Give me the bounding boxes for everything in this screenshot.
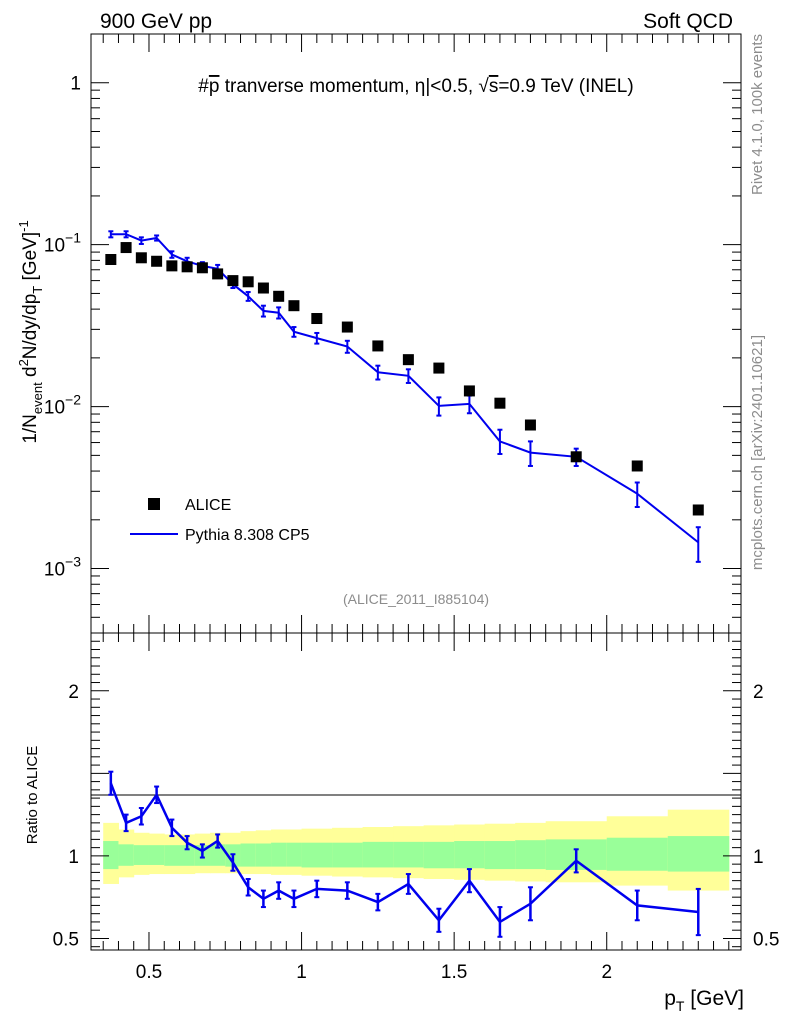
alice-point	[692, 504, 704, 516]
legend-pythia-label: Pythia 8.308 CP5	[185, 527, 310, 544]
legend-alice-label: ALICE	[185, 497, 231, 514]
main-ytick-label: 1	[70, 74, 81, 95]
alice-point	[524, 419, 536, 431]
legend-alice-marker	[148, 498, 160, 510]
main-pythia-layer	[108, 230, 701, 563]
ratio-xlabel: pT [GeV]	[664, 987, 744, 1014]
main-ytick-label-base: 10	[44, 236, 65, 257]
stat-band-segment	[484, 841, 516, 870]
main-ytick-label-exponent: −2	[65, 392, 81, 408]
alice-point	[151, 255, 163, 267]
alice-point	[311, 313, 323, 325]
alice-point	[372, 340, 384, 352]
main-alice-layer	[105, 242, 704, 516]
stat-band-segment	[133, 845, 150, 865]
alice-point	[181, 261, 193, 273]
ratio-ytick-label-right: 2	[753, 682, 764, 703]
ratio-pythia-layer	[108, 770, 701, 938]
ratio-uncertainty-bands	[103, 809, 730, 891]
ratio-xtick-label: 0.5	[136, 962, 162, 983]
stat-band-segment	[103, 841, 119, 870]
alice-point	[341, 321, 353, 333]
stat-band-segment	[118, 844, 135, 866]
alice-point	[166, 260, 178, 272]
ratio-ytick-label-left: 1	[68, 847, 79, 868]
alice-point	[227, 275, 239, 287]
main-ytick-label-base: 10	[44, 560, 65, 581]
reference-label: (ALICE_2011_I885104)	[343, 591, 489, 607]
alice-point	[273, 290, 285, 302]
alice-point	[105, 254, 117, 266]
ratio-ytick-label-right: 1	[753, 847, 764, 868]
main-ytick-label: 10−3	[44, 554, 81, 581]
stat-band-segment	[515, 840, 547, 870]
ratio-ytick-label-left: 2	[68, 682, 79, 703]
stat-band-segment	[179, 845, 196, 866]
stat-band-segment	[286, 842, 303, 867]
stat-band-segment	[362, 841, 394, 868]
header-left: 900 GeV pp	[100, 10, 212, 33]
alice-point	[433, 362, 445, 374]
alice-point	[631, 460, 643, 472]
main-ytick-label: 10−1	[44, 230, 81, 257]
main-ytick-label-base: 1	[70, 74, 81, 95]
alice-point	[120, 242, 132, 254]
alice-point	[212, 268, 224, 280]
stat-band-segment	[164, 845, 180, 866]
alice-point	[570, 451, 582, 463]
ratio-axes: 0.5 1 1.5 2 0.5 0.5 1 1 2 2	[53, 632, 779, 983]
alice-point	[196, 262, 208, 274]
ratio-frame	[90, 632, 742, 951]
main-title: #p tranverse momentum, η|<0.5, √s=0.9 Te…	[198, 76, 633, 97]
stat-band-segment	[301, 842, 333, 868]
alice-point	[463, 385, 475, 397]
rivet-version-label: Rivet 4.1.0, 100k events	[749, 34, 766, 195]
stat-band-segment	[148, 845, 165, 865]
main-axes: 10−310−210−11	[44, 33, 742, 634]
stat-band-segment	[332, 842, 364, 868]
alice-point	[288, 300, 300, 312]
ratio-ytick-label-left: 0.5	[53, 929, 79, 950]
alice-point	[135, 252, 147, 264]
stat-band-segment	[271, 842, 287, 867]
alice-point	[494, 397, 506, 409]
stat-band-segment	[667, 836, 730, 872]
stat-band-segment	[454, 841, 486, 869]
main-ytick-label: 10−2	[44, 392, 81, 419]
stat-band-segment	[240, 843, 257, 867]
alice-point	[242, 276, 254, 288]
pythia-line	[110, 233, 699, 544]
ratio-xtick-label: 1.5	[441, 962, 467, 983]
main-ytick-label-exponent: −1	[65, 230, 81, 246]
stat-band-segment	[393, 841, 425, 868]
header-right: Soft QCD	[643, 10, 733, 33]
stat-band-segment	[606, 837, 669, 871]
ratio-ytick-label-right: 0.5	[753, 929, 779, 950]
main-ylabel: 1/Nevent d2N/dy/dpT [GeV]-1	[16, 220, 45, 443]
ratio-pythia-line	[109, 782, 699, 924]
stat-band-segment	[210, 844, 226, 866]
ratio-xtick-label: 2	[601, 962, 612, 983]
alice-point	[402, 354, 414, 366]
ratio-xtick-label: 1	[296, 962, 307, 983]
ratio-ylabel: Ratio to ALICE	[24, 746, 41, 844]
stat-band-segment	[423, 841, 455, 869]
stat-band-segment	[255, 843, 272, 867]
main-ytick-label-base: 10	[44, 398, 65, 419]
alice-point	[257, 282, 269, 294]
mcplots-url-label: mcplots.cern.ch [arXiv:2401.10621]	[749, 335, 766, 570]
main-ytick-label-exponent: −3	[65, 554, 81, 570]
